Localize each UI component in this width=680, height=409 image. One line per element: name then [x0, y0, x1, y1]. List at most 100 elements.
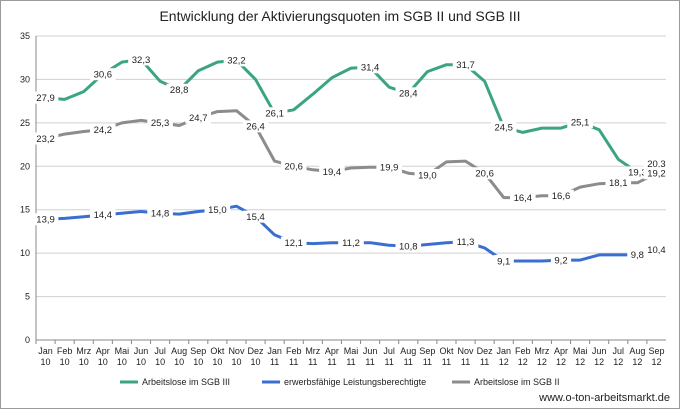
- data-label-bg: [643, 167, 670, 180]
- data-label: 20,3: [647, 159, 666, 170]
- x-tick-label: 12: [651, 357, 661, 367]
- y-tick-label: 15: [20, 205, 30, 215]
- data-label: 19,4: [323, 167, 342, 178]
- data-label-bg: [550, 254, 572, 267]
- x-tick-label: 10: [136, 357, 146, 367]
- data-label-bg: [90, 123, 116, 136]
- data-label: 25,3: [151, 118, 170, 129]
- data-label: 16,6: [552, 191, 571, 202]
- x-tick-label: 11: [461, 357, 470, 367]
- x-tick-label: 10: [193, 357, 203, 367]
- x-tick-label: Apr: [96, 346, 110, 356]
- data-label-bg: [32, 213, 59, 226]
- x-tick-label: Feb: [286, 346, 302, 356]
- x-tick-label: 12: [575, 357, 585, 367]
- data-label-bg: [395, 240, 422, 253]
- data-label-bg: [90, 208, 116, 221]
- data-label: 24,5: [494, 123, 513, 134]
- x-tick-label: Jun: [592, 346, 607, 356]
- x-tick-label: Jan: [267, 346, 282, 356]
- data-label-bg: [185, 111, 212, 124]
- data-label: 25,1: [571, 117, 590, 128]
- data-label-bg: [376, 161, 402, 174]
- data-label: 9,2: [554, 255, 567, 266]
- data-label-bg: [643, 157, 670, 170]
- x-tick-label: 11: [365, 357, 374, 367]
- x-tick-label: 12: [613, 357, 623, 367]
- legend-entry: Arbeitslose im SGB III: [142, 377, 230, 387]
- x-tick-label: Mrz: [534, 346, 549, 356]
- x-tick-label: Jan: [496, 346, 511, 356]
- data-label-bg: [490, 121, 517, 134]
- x-tick-label: 11: [404, 357, 413, 367]
- y-tick-label: 5: [25, 292, 30, 302]
- data-label-bg: [357, 61, 383, 74]
- x-tick-label: Mai: [344, 346, 359, 356]
- x-tick-label: Nov: [458, 346, 475, 356]
- x-tick-label: 11: [308, 357, 317, 367]
- data-label-bg: [452, 58, 479, 71]
- x-tick-label: Jan: [38, 346, 53, 356]
- data-label-bg: [32, 132, 59, 145]
- data-label: 24,2: [94, 125, 113, 136]
- data-label-bg: [493, 254, 514, 267]
- x-tick-label: 11: [385, 357, 394, 367]
- x-tick-label: 11: [327, 357, 336, 367]
- data-label: 11,2: [342, 238, 360, 249]
- data-label-bg: [223, 54, 250, 67]
- x-tick-label: 12: [499, 357, 509, 367]
- data-label-bg: [166, 83, 192, 96]
- data-label: 10,8: [399, 241, 418, 252]
- x-tick-label: Okt: [439, 346, 454, 356]
- x-tick-label: Aug: [400, 346, 416, 356]
- data-label-bg: [548, 189, 574, 202]
- data-label: 26,1: [265, 109, 284, 120]
- data-label-bg: [319, 165, 345, 178]
- data-label-bg: [147, 207, 173, 220]
- data-label-bg: [147, 116, 173, 129]
- data-label: 28,4: [399, 89, 418, 100]
- data-label: 31,4: [361, 63, 380, 74]
- x-tick-label: 12: [518, 357, 528, 367]
- x-tick-label: Dez: [477, 346, 494, 356]
- x-tick-label: Sep: [419, 346, 435, 356]
- data-label: 23,2: [36, 134, 55, 145]
- data-label: 15,0: [208, 205, 227, 216]
- data-label-bg: [395, 87, 422, 100]
- data-label-bg: [90, 68, 116, 81]
- series-line-3: [45, 109, 658, 200]
- y-tick-label: 30: [20, 74, 30, 84]
- data-label: 26,4: [246, 122, 265, 133]
- chart-title: Entwicklung der Aktivierungsquoten im SG…: [159, 8, 521, 24]
- x-tick-label: 12: [537, 357, 547, 367]
- data-label-bg: [242, 210, 269, 223]
- data-label: 14,8: [151, 208, 170, 219]
- data-label: 15,4: [246, 212, 265, 223]
- x-tick-label: 10: [117, 357, 127, 367]
- data-label: 20,6: [475, 169, 494, 180]
- data-label: 32,3: [132, 55, 151, 66]
- data-label-bg: [471, 167, 498, 180]
- x-tick-label: 11: [442, 357, 451, 367]
- x-tick-label: 12: [632, 357, 642, 367]
- x-tick-label: 10: [174, 357, 184, 367]
- x-tick-label: Feb: [515, 346, 531, 356]
- data-label: 18,1: [609, 178, 628, 189]
- x-tick-label: 11: [346, 357, 355, 367]
- data-label-bg: [605, 176, 632, 189]
- y-tick-label: 0: [25, 335, 30, 345]
- x-tick-label: 12: [594, 357, 604, 367]
- series-line-1: [45, 58, 658, 174]
- x-tick-label: 11: [270, 357, 279, 367]
- data-label: 19,2: [647, 169, 666, 180]
- x-tick-label: 10: [60, 357, 70, 367]
- x-tick-label: Sep: [648, 346, 664, 356]
- x-tick-label: 11: [289, 357, 298, 367]
- data-label: 12,1: [284, 238, 303, 249]
- x-tick-label: Aug: [171, 346, 187, 356]
- data-label-bg: [567, 115, 593, 128]
- x-tick-label: Mai: [573, 346, 588, 356]
- data-label-bg: [643, 243, 670, 256]
- data-label: 28,8: [170, 85, 189, 96]
